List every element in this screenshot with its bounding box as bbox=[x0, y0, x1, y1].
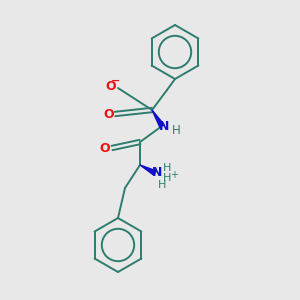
Text: O: O bbox=[100, 142, 110, 154]
Text: N: N bbox=[159, 121, 169, 134]
Text: −: − bbox=[111, 76, 121, 86]
Polygon shape bbox=[140, 165, 156, 175]
Text: H: H bbox=[158, 180, 166, 190]
Text: +: + bbox=[170, 170, 178, 180]
Text: H: H bbox=[163, 163, 171, 173]
Text: O: O bbox=[106, 80, 116, 92]
Text: N: N bbox=[152, 167, 162, 179]
Text: O: O bbox=[104, 107, 114, 121]
Text: H: H bbox=[172, 124, 180, 137]
Polygon shape bbox=[152, 110, 164, 127]
Text: H: H bbox=[163, 173, 171, 183]
